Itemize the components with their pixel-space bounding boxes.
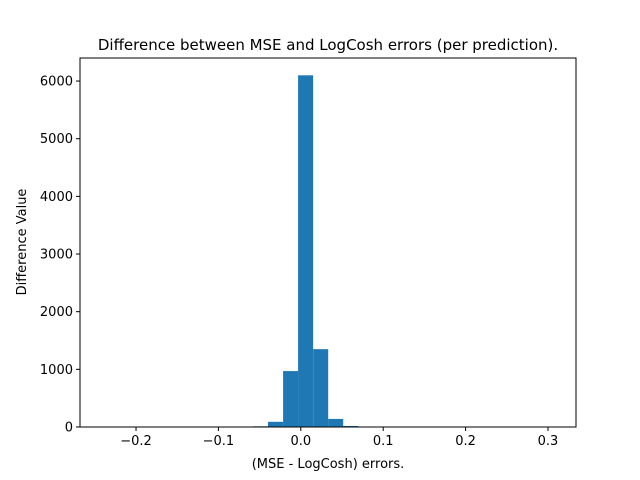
y-tick-label: 1000 xyxy=(40,363,73,378)
y-tick-label: 5000 xyxy=(40,132,73,147)
histogram-bar xyxy=(268,421,284,427)
y-tick-label: 6000 xyxy=(40,75,73,90)
x-tick-label: 0.0 xyxy=(290,434,311,449)
y-tick-label: 0 xyxy=(65,421,73,436)
histogram-bar xyxy=(298,75,314,428)
y-tick-label: 4000 xyxy=(40,190,73,205)
histogram-bar xyxy=(343,425,359,427)
x-axis-label: (MSE - LogCosh) errors. xyxy=(252,457,405,472)
histogram-bars xyxy=(102,75,554,428)
y-tick-label: 2000 xyxy=(40,305,73,320)
x-axis-ticks: −0.2 −0.1 0.0 0.1 0.2 0.3 xyxy=(120,427,558,449)
x-tick-label: −0.1 xyxy=(203,434,235,449)
x-tick-label: 0.1 xyxy=(373,434,394,449)
histogram-bar xyxy=(313,349,329,427)
x-tick-label: −0.2 xyxy=(120,434,152,449)
x-tick-label: 0.3 xyxy=(538,434,559,449)
histogram-bar xyxy=(283,371,299,427)
y-axis-ticks: 0 1000 2000 3000 4000 5000 6000 xyxy=(40,75,80,436)
chart-title: Difference between MSE and LogCosh error… xyxy=(98,36,558,54)
plot-frame xyxy=(79,57,577,428)
y-axis-label: Difference Value xyxy=(15,189,30,296)
x-tick-label: 0.2 xyxy=(455,434,476,449)
y-tick-label: 3000 xyxy=(40,248,73,263)
histogram-bar xyxy=(328,418,344,427)
